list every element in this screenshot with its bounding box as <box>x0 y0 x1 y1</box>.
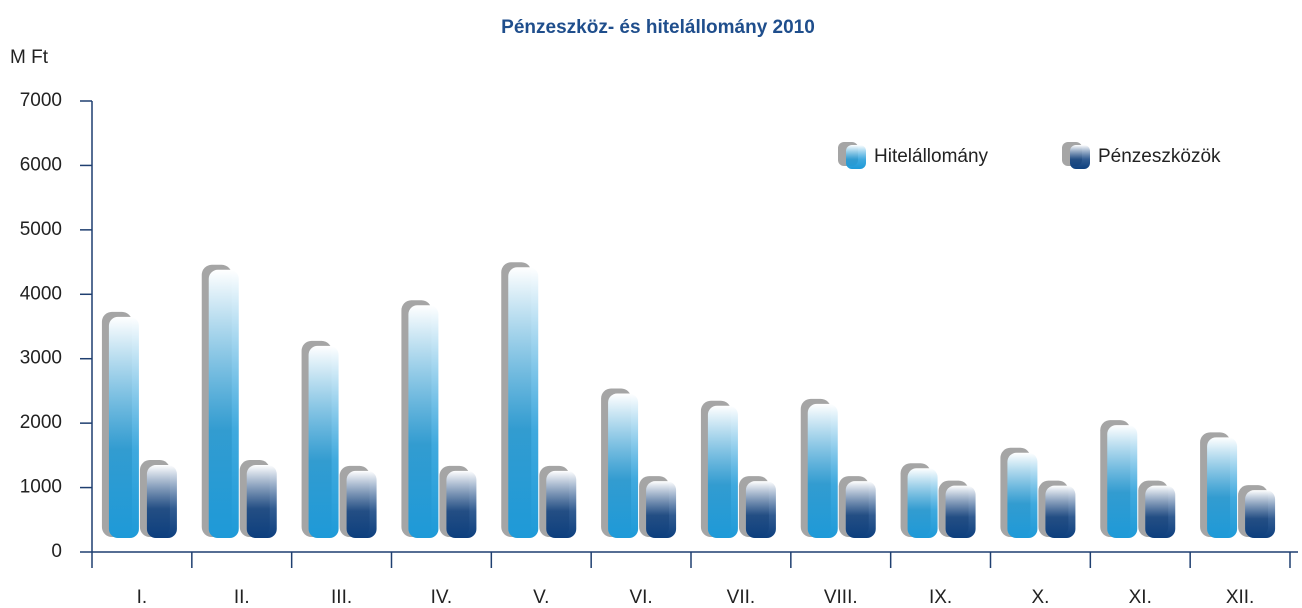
bar <box>608 393 639 538</box>
legend-label: Pénzeszközök <box>1098 146 1221 167</box>
bar <box>807 403 838 538</box>
bar <box>845 481 876 538</box>
y-axis-label: M Ft <box>10 47 49 68</box>
y-tick-label: 7000 <box>20 90 62 111</box>
bar <box>1045 485 1076 538</box>
bar <box>246 465 277 538</box>
bar <box>646 481 677 538</box>
bar <box>408 305 439 538</box>
x-tick-label: VII. <box>727 587 756 608</box>
x-tick-label: VIII. <box>824 587 858 608</box>
bar <box>907 468 938 538</box>
bar <box>1107 425 1138 538</box>
legend-swatch <box>846 145 866 169</box>
y-tick-label: 3000 <box>20 348 62 369</box>
x-tick-label: I. <box>137 587 148 608</box>
bar <box>745 481 776 538</box>
x-tick-label: II. <box>234 587 250 608</box>
bar <box>508 267 539 538</box>
y-tick-label: 0 <box>51 541 62 562</box>
x-tick-label: X. <box>1031 587 1049 608</box>
x-tick-label: XI. <box>1129 587 1152 608</box>
legend-label: Hitelállomány <box>874 146 989 167</box>
x-tick-label: V. <box>533 587 549 608</box>
bar <box>1245 490 1276 538</box>
y-tick-label: 4000 <box>20 283 62 304</box>
bar <box>308 345 339 538</box>
y-tick-label: 1000 <box>20 477 62 498</box>
x-tick-label: IV. <box>431 587 453 608</box>
bar <box>945 485 976 538</box>
y-tick-label: 6000 <box>20 154 62 175</box>
y-tick-label: 2000 <box>20 412 62 433</box>
bar <box>108 316 139 538</box>
bar <box>546 470 577 538</box>
y-tick-label: 5000 <box>20 219 62 240</box>
legend-swatch <box>1070 145 1090 169</box>
chart-title: Pénzeszköz- és hitelállomány 2010 <box>501 17 815 38</box>
x-tick-label: IX. <box>929 587 952 608</box>
bar <box>146 465 177 538</box>
x-tick-label: XII. <box>1226 587 1255 608</box>
x-tick-label: III. <box>331 587 352 608</box>
bar <box>1007 452 1038 538</box>
bar <box>208 269 239 538</box>
bar <box>346 470 377 538</box>
bar <box>446 470 477 538</box>
bar <box>1145 485 1176 538</box>
bar <box>1207 437 1238 538</box>
bar <box>707 405 738 538</box>
x-tick-label: VI. <box>629 587 652 608</box>
